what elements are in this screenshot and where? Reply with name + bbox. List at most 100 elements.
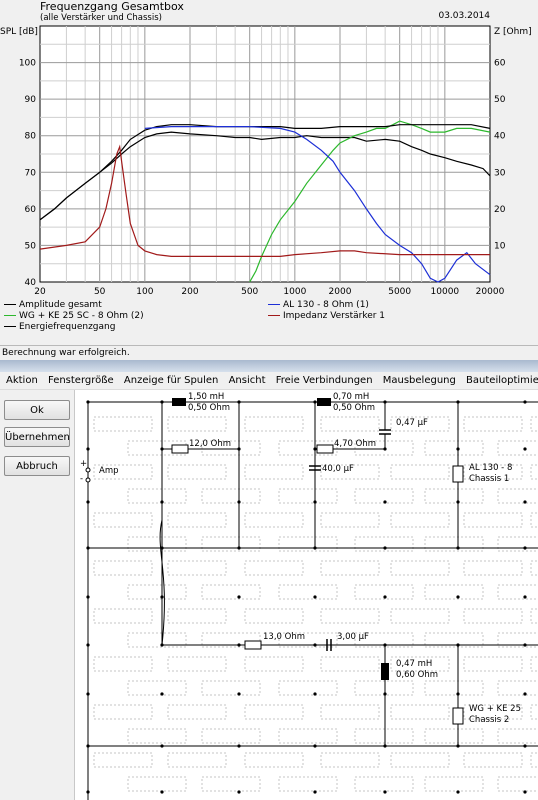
junction-dot[interactable] <box>86 447 90 451</box>
placement-slot[interactable] <box>463 416 523 432</box>
junction-dot[interactable] <box>523 546 527 550</box>
placement-slot[interactable] <box>244 512 304 528</box>
placement-slot[interactable] <box>354 536 414 552</box>
placement-slot[interactable] <box>201 584 261 600</box>
junction-dot[interactable] <box>86 500 90 504</box>
resistor-r1[interactable] <box>171 444 189 454</box>
placement-slot[interactable] <box>424 728 484 744</box>
crossover-schematic[interactable]: + - Amp 1,50 mH 0,50 Ohm 12,0 Ohm 0,70 m… <box>75 390 538 800</box>
junction-dot[interactable] <box>383 546 387 550</box>
placement-slot[interactable] <box>201 632 261 648</box>
placement-slot[interactable] <box>497 488 538 504</box>
placement-slot[interactable] <box>201 536 261 552</box>
junction-dot[interactable] <box>456 500 460 504</box>
junction-dot[interactable] <box>237 744 241 748</box>
placement-slot[interactable] <box>167 608 227 624</box>
junction-dot[interactable] <box>456 692 460 696</box>
placement-slot[interactable] <box>127 680 187 696</box>
placement-slot[interactable] <box>463 560 523 576</box>
placement-slot[interactable] <box>530 512 538 528</box>
placement-slot[interactable] <box>244 608 304 624</box>
placement-slot[interactable] <box>354 776 414 792</box>
speaker-chassis-2[interactable] <box>452 707 464 725</box>
menu-aktion[interactable]: Aktion <box>6 375 38 386</box>
junction-dot[interactable] <box>313 692 317 696</box>
junction-dot[interactable] <box>160 692 164 696</box>
junction-dot[interactable] <box>523 400 527 404</box>
placement-slot[interactable] <box>320 752 380 768</box>
placement-slot[interactable] <box>278 776 338 792</box>
placement-slot[interactable] <box>244 656 304 672</box>
placement-slot[interactable] <box>201 680 261 696</box>
placement-slot[interactable] <box>93 608 153 624</box>
junction-dot[interactable] <box>313 546 317 550</box>
junction-dot[interactable] <box>456 447 460 451</box>
placement-slot[interactable] <box>390 608 450 624</box>
speaker-chassis-1[interactable] <box>452 465 464 483</box>
amp-terminal-plus[interactable] <box>85 467 91 473</box>
placement-slot[interactable] <box>530 704 538 720</box>
inductor-l3[interactable] <box>381 663 389 680</box>
junction-dot[interactable] <box>523 595 527 599</box>
placement-slot[interactable] <box>463 512 523 528</box>
placement-slot[interactable] <box>93 752 153 768</box>
ok-button[interactable]: Ok <box>4 400 70 420</box>
junction-dot[interactable] <box>383 643 387 647</box>
placement-slot[interactable] <box>497 584 538 600</box>
placement-slot[interactable] <box>497 728 538 744</box>
junction-dot[interactable] <box>237 500 241 504</box>
junction-dot[interactable] <box>86 400 90 404</box>
menu-bauteiloptimierung[interactable]: Bauteiloptimierung <box>466 375 538 386</box>
junction-dot[interactable] <box>456 790 460 794</box>
junction-dot[interactable] <box>237 546 241 550</box>
junction-dot[interactable] <box>237 790 241 794</box>
junction-dot[interactable] <box>313 400 317 404</box>
placement-slot[interactable] <box>424 584 484 600</box>
placement-slot[interactable] <box>320 512 380 528</box>
placement-slot[interactable] <box>167 656 227 672</box>
junction-dot[interactable] <box>523 643 527 647</box>
junction-dot[interactable] <box>160 643 164 647</box>
junction-dot[interactable] <box>456 595 460 599</box>
junction-dot[interactable] <box>160 790 164 794</box>
placement-slot[interactable] <box>530 560 538 576</box>
junction-dot[interactable] <box>237 595 241 599</box>
junction-dot[interactable] <box>383 595 387 599</box>
placement-slot[interactable] <box>390 512 450 528</box>
junction-dot[interactable] <box>160 400 164 404</box>
junction-dot[interactable] <box>313 790 317 794</box>
junction-dot[interactable] <box>237 692 241 696</box>
junction-dot[interactable] <box>456 546 460 550</box>
placement-slot[interactable] <box>127 776 187 792</box>
placement-slot[interactable] <box>201 728 261 744</box>
placement-slot[interactable] <box>530 608 538 624</box>
placement-slot[interactable] <box>93 464 153 480</box>
placement-slot[interactable] <box>201 776 261 792</box>
placement-slot[interactable] <box>320 464 380 480</box>
placement-slot[interactable] <box>127 728 187 744</box>
placement-slot[interactable] <box>320 416 380 432</box>
placement-slot[interactable] <box>93 416 153 432</box>
placement-slot[interactable] <box>354 728 414 744</box>
placement-slot[interactable] <box>201 488 261 504</box>
placement-slot[interactable] <box>278 632 338 648</box>
placement-slot[interactable] <box>424 440 484 456</box>
placement-slot[interactable] <box>244 752 304 768</box>
junction-dot[interactable] <box>86 790 90 794</box>
placement-slot[interactable] <box>530 464 538 480</box>
junction-dot[interactable] <box>383 500 387 504</box>
placement-slot[interactable] <box>201 440 261 456</box>
placement-slot[interactable] <box>390 560 450 576</box>
menu-freie-verbindungen[interactable]: Freie Verbindungen <box>275 375 373 386</box>
junction-dot[interactable] <box>523 447 527 451</box>
placement-slot[interactable] <box>167 704 227 720</box>
placement-slot[interactable] <box>320 608 380 624</box>
junction-dot[interactable] <box>383 692 387 696</box>
junction-dot[interactable] <box>456 400 460 404</box>
placement-slot[interactable] <box>463 752 523 768</box>
placement-slot[interactable] <box>278 680 338 696</box>
junction-dot[interactable] <box>160 500 164 504</box>
junction-dot[interactable] <box>237 447 241 451</box>
placement-slot[interactable] <box>278 536 338 552</box>
placement-slot[interactable] <box>354 632 414 648</box>
